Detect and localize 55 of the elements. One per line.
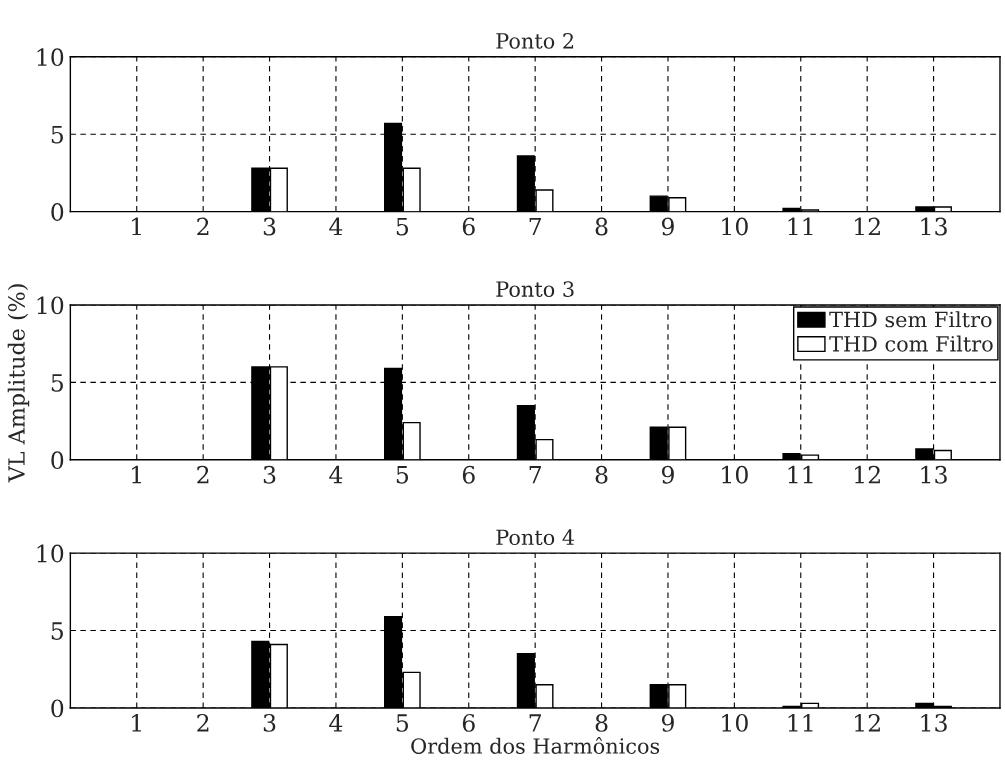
x-tick-label: 10 [722,217,748,236]
x-tick-label: 2 [197,217,209,236]
y-tick-label: 0 [51,203,64,221]
x-tick-label: 7 [529,714,541,732]
x-tick-label: 11 [788,465,813,484]
x-tick-label: 7 [529,466,541,484]
x-tick-label: 1 [132,713,141,732]
x-tick-label: 5 [396,714,409,732]
x-tick-label: 11 [788,217,813,236]
x-tick-label: 6 [462,713,475,732]
x-tick-label: 7 [529,217,541,236]
legend-label: THD sem Filtro [829,311,992,328]
x-tick-label: 12 [855,465,880,484]
x-tick-label: 3 [263,217,276,236]
x-tick-label: 9 [661,217,674,236]
y-axis-title: VL Amplitude (%) [7,284,30,483]
x-tick-label: 2 [197,713,209,732]
x-tick-label: 3 [263,713,276,732]
y-tick-label: 0 [51,451,64,470]
x-tick-label: 6 [462,465,475,484]
x-tick-label: 1 [132,217,141,236]
x-tick-label: 8 [595,465,608,484]
x-tick-label: 11 [788,713,813,732]
x-tick-label: 13 [921,217,947,236]
x-tick-label: 8 [595,713,608,732]
y-tick-label: 5 [51,622,63,640]
chart-title: Ponto 4 [496,529,575,546]
y-tick-label: 5 [51,125,63,144]
x-axis-title: Ordem dos Harmônicos [411,736,660,754]
chart-title: Ponto 2 [496,33,574,49]
x-tick-label: 3 [263,465,276,484]
x-tick-label: 9 [661,713,674,732]
x-tick-label: 1 [132,465,141,484]
y-tick-label: 5 [51,374,63,392]
y-tick-label: 10 [37,544,64,563]
y-tick-label: 10 [37,296,64,315]
x-tick-label: 9 [661,465,674,484]
y-tick-label: 0 [51,699,64,718]
x-tick-label: 5 [396,466,409,484]
x-tick-label: 8 [595,217,608,236]
chart-title: Ponto 3 [496,281,574,297]
x-tick-label: 5 [396,217,409,236]
x-tick-label: 13 [921,465,947,484]
y-tick-label: 10 [37,48,64,67]
x-tick-label: 4 [329,217,343,236]
x-tick-label: 6 [462,217,475,236]
x-tick-label: 4 [329,713,343,732]
x-tick-label: 12 [855,713,880,732]
x-tick-label: 10 [722,713,748,732]
legend-label: THD com Filtro [829,335,993,352]
x-tick-label: 10 [722,465,748,484]
x-tick-label: 13 [921,713,947,732]
x-tick-label: 12 [855,217,880,236]
x-tick-label: 2 [197,465,209,484]
x-tick-label: 4 [329,465,343,484]
